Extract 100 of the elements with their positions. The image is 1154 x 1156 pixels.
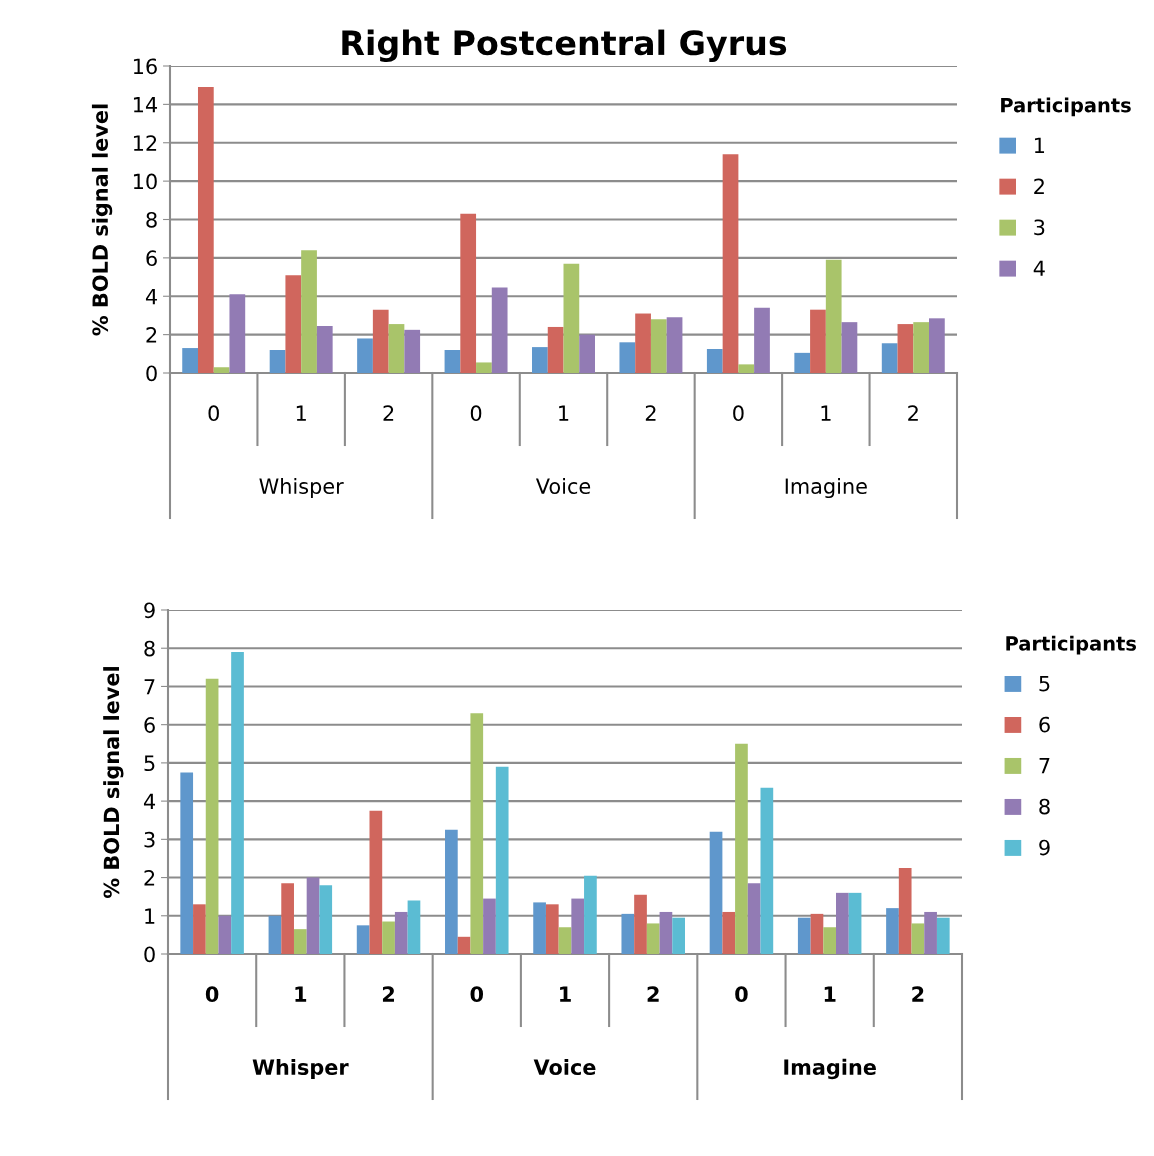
bar xyxy=(650,319,667,373)
bar xyxy=(911,923,925,954)
text: Whisper xyxy=(259,477,344,499)
bar xyxy=(886,908,899,954)
bar xyxy=(706,349,723,373)
bar xyxy=(810,309,826,373)
bar xyxy=(306,877,320,954)
legend-label: 8 xyxy=(1039,798,1050,815)
bar xyxy=(483,898,496,954)
bar xyxy=(285,275,302,373)
y-tick-label: 2 xyxy=(144,870,155,886)
bar xyxy=(269,349,286,373)
x-tick-label: 0 xyxy=(205,986,219,1003)
bar xyxy=(936,917,950,954)
bar xyxy=(747,883,761,954)
bar xyxy=(646,923,660,954)
bar xyxy=(836,892,849,954)
chart-title: Right Postcentral Gyrus xyxy=(342,29,787,63)
y-tick-label: 6 xyxy=(144,717,155,733)
bar xyxy=(760,787,774,954)
bar xyxy=(621,913,635,954)
bar xyxy=(735,743,748,954)
bar xyxy=(666,317,683,373)
bar xyxy=(268,915,282,954)
bar xyxy=(193,904,206,954)
y-tick-label: 4 xyxy=(145,288,158,305)
bar xyxy=(634,894,647,954)
y-tick-label: 16 xyxy=(133,58,157,75)
bar xyxy=(584,875,597,954)
bar xyxy=(848,892,862,954)
y-tick-label: 8 xyxy=(146,211,157,228)
bar xyxy=(825,259,842,373)
bar xyxy=(382,921,395,954)
y-axis-title: % BOLD signal level xyxy=(103,667,124,899)
bar xyxy=(218,915,232,954)
bar xyxy=(823,927,837,954)
bar xyxy=(476,362,492,373)
legend-label: 7 xyxy=(1039,757,1050,774)
bar xyxy=(470,713,484,954)
x-tick-label: 0 xyxy=(470,986,484,1003)
bar xyxy=(495,766,509,954)
bar xyxy=(563,263,580,373)
bar xyxy=(316,325,333,373)
bar xyxy=(205,678,219,954)
y-tick-label: 6 xyxy=(146,250,157,267)
bar xyxy=(619,342,636,373)
bar xyxy=(547,326,564,373)
x-tick-label: 0 xyxy=(735,986,748,1003)
y-tick-label: 10 xyxy=(133,173,157,190)
bar xyxy=(738,364,755,373)
bar xyxy=(545,904,559,954)
bar xyxy=(491,287,508,373)
bar xyxy=(281,883,294,954)
x-tick-label: 1 xyxy=(295,986,307,1002)
y-tick-label: 5 xyxy=(144,755,155,772)
y-tick-label: 0 xyxy=(146,365,157,382)
legend-label: 1 xyxy=(1034,137,1045,153)
x-tick-label: 1 xyxy=(559,405,569,421)
bar xyxy=(754,307,770,373)
bar xyxy=(532,347,548,373)
bar xyxy=(319,885,333,954)
bar xyxy=(407,900,421,954)
x-tick-label: 0 xyxy=(208,405,219,422)
bar xyxy=(394,911,408,954)
y-tick-label: 0 xyxy=(144,946,155,963)
y-tick-label: 14 xyxy=(133,97,158,113)
x-tick-label: 2 xyxy=(647,986,659,1002)
x-tick-label: 1 xyxy=(821,405,831,421)
bar xyxy=(301,250,317,373)
bar xyxy=(810,913,824,954)
bar xyxy=(797,917,811,954)
bar xyxy=(357,338,373,373)
bar xyxy=(635,313,651,373)
bar xyxy=(659,911,673,954)
legend-label: 5 xyxy=(1039,675,1050,692)
legend-label: 6 xyxy=(1039,716,1050,733)
bar xyxy=(213,367,230,373)
text: Voice xyxy=(533,1058,596,1076)
text: Imagine xyxy=(784,1058,876,1080)
x-tick-label: 2 xyxy=(382,986,394,1002)
bar xyxy=(579,334,595,373)
bar xyxy=(929,318,945,373)
y-axis-title: % BOLD signal level xyxy=(91,104,113,336)
x-tick-label: 1 xyxy=(560,986,571,1002)
bar xyxy=(231,652,244,954)
bar xyxy=(444,349,461,373)
legend-title: Participants xyxy=(1001,97,1131,117)
bar xyxy=(460,213,477,373)
y-tick-label: 1 xyxy=(145,908,155,924)
bar xyxy=(372,309,389,373)
x-tick-label: 2 xyxy=(908,405,918,421)
text: Voice xyxy=(535,477,591,495)
legend-label: 3 xyxy=(1034,219,1045,236)
bar xyxy=(369,810,383,954)
text: Whisper xyxy=(252,1058,349,1080)
bar xyxy=(913,322,930,373)
x-tick-label: 2 xyxy=(912,986,924,1002)
bar xyxy=(722,911,736,954)
y-tick-label: 4 xyxy=(143,793,156,810)
legend-label: 2 xyxy=(1034,178,1044,194)
